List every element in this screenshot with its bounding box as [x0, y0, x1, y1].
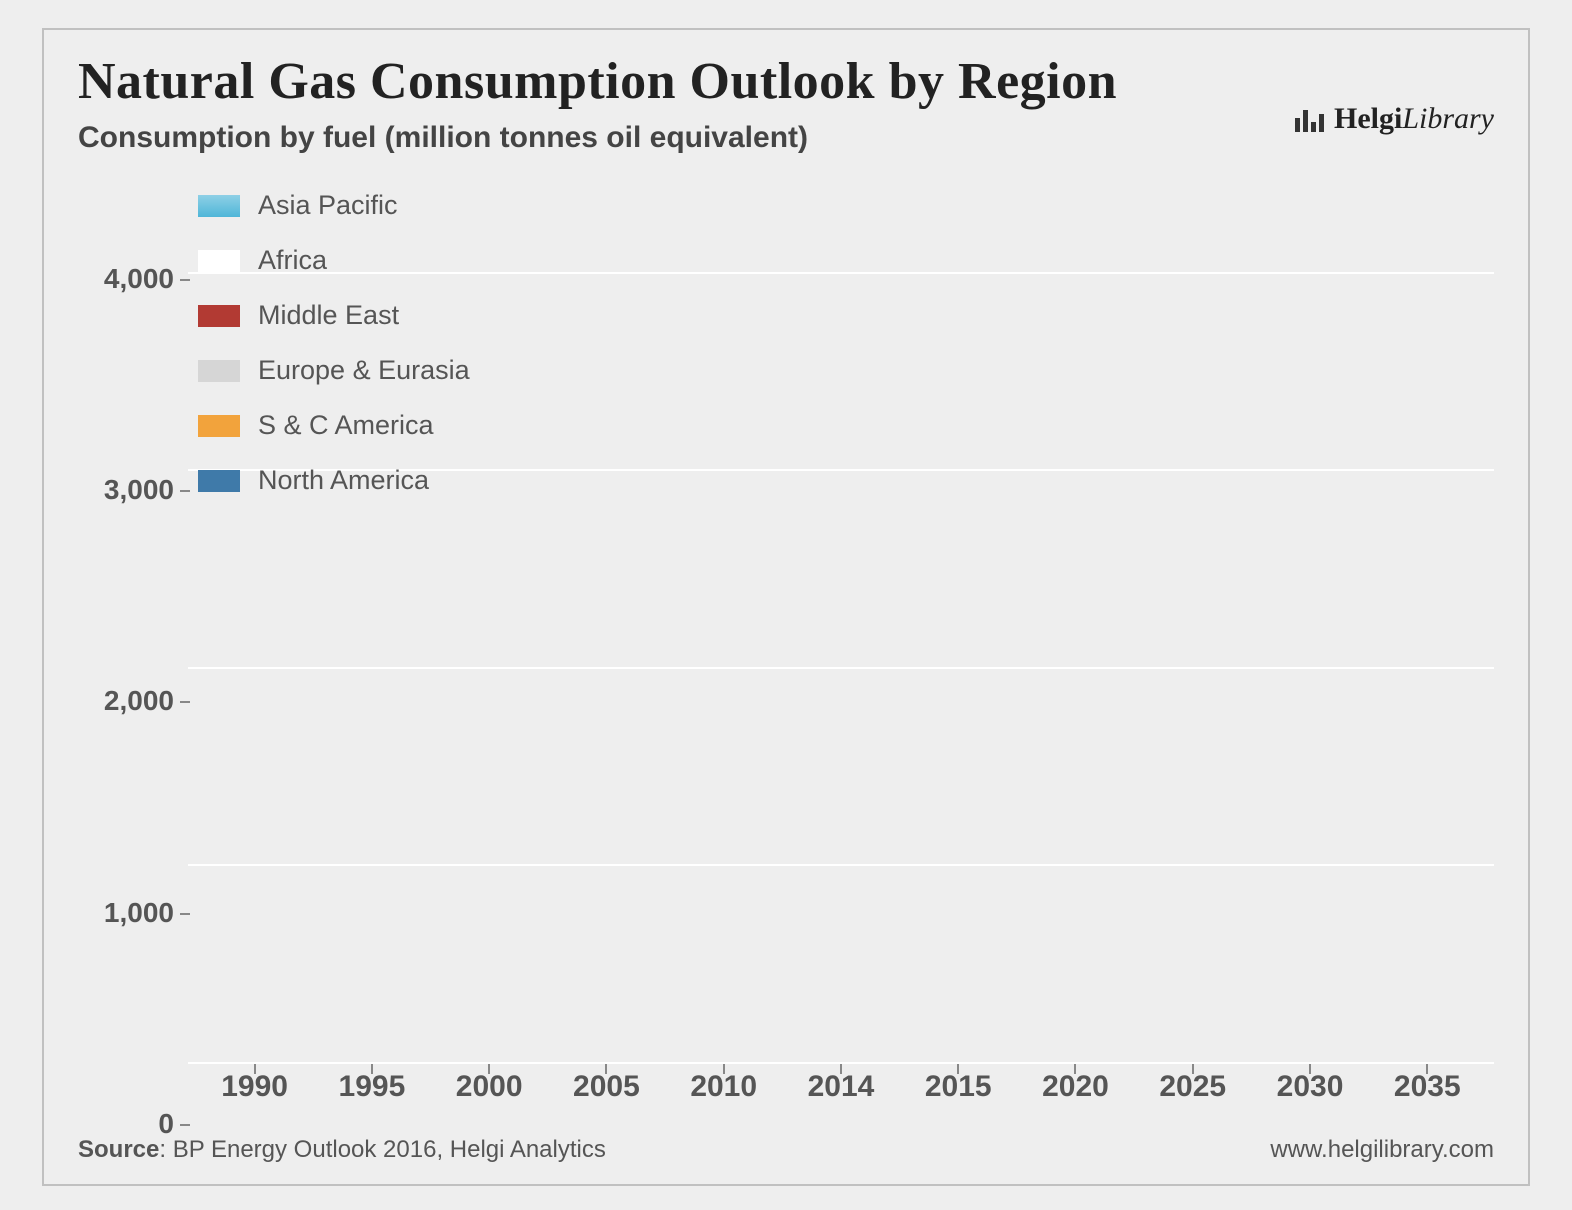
grid-line	[188, 1062, 1494, 1064]
x-tick-label: 2015	[900, 1070, 1017, 1104]
y-tick-label: 0	[158, 1108, 174, 1140]
brand-light: Library	[1402, 102, 1494, 135]
y-tick-label: 2,000	[104, 685, 174, 717]
bars-logo-icon	[1293, 106, 1326, 132]
y-axis: 01,0002,0003,0004,000	[78, 173, 188, 1124]
x-tick-label: 2035	[1369, 1070, 1486, 1104]
x-tick-label: 2005	[548, 1070, 665, 1104]
y-tick-label: 4,000	[104, 263, 174, 295]
y-tick-label: 1,000	[104, 897, 174, 929]
footer-url: www.helgilibrary.com	[1270, 1136, 1494, 1164]
legend-swatch	[198, 470, 240, 492]
source-text: : BP Energy Outlook 2016, Helgi Analytic…	[159, 1136, 605, 1163]
y-tick	[180, 1124, 190, 1126]
legend-label: Africa	[258, 245, 327, 276]
legend-label: Middle East	[258, 300, 399, 331]
header: Natural Gas Consumption Outlook by Regio…	[78, 52, 1494, 155]
grid-line	[188, 667, 1494, 669]
legend-swatch	[198, 305, 240, 327]
legend-swatch	[198, 415, 240, 437]
x-tick-label: 1995	[313, 1070, 430, 1104]
legend-swatch	[198, 195, 240, 217]
x-tick-label: 2025	[1134, 1070, 1251, 1104]
legend-item-middle-east: Middle East	[198, 300, 470, 331]
brand-logo: HelgiLibrary	[1293, 102, 1494, 136]
legend-item-sc-america: S & C America	[198, 410, 470, 441]
brand-bold: Helgi	[1334, 102, 1402, 135]
legend-label: North America	[258, 465, 429, 496]
legend-swatch	[198, 360, 240, 382]
x-tick-label: 2020	[1017, 1070, 1134, 1104]
x-tick-label: 2000	[431, 1070, 548, 1104]
legend-item-north-america: North America	[198, 465, 470, 496]
chart-frame: Natural Gas Consumption Outlook by Regio…	[42, 28, 1530, 1186]
x-tick-label: 2014	[782, 1070, 899, 1104]
y-tick-label: 3,000	[104, 474, 174, 506]
legend-swatch	[198, 250, 240, 272]
legend-label: Europe & Eurasia	[258, 355, 470, 386]
source-label: Source	[78, 1136, 159, 1163]
legend-label: S & C America	[258, 410, 434, 441]
chart-title: Natural Gas Consumption Outlook by Regio…	[78, 52, 1293, 111]
footer: Source: BP Energy Outlook 2016, Helgi An…	[78, 1124, 1494, 1164]
x-tick-label: 1990	[196, 1070, 313, 1104]
x-tick-label: 2010	[665, 1070, 782, 1104]
chart-subtitle: Consumption by fuel (million tonnes oil …	[78, 121, 1293, 155]
legend-item-asia-pacific: Asia Pacific	[198, 190, 470, 221]
legend: Asia Pacific Africa Middle East Europe & Eu…	[198, 190, 470, 496]
legend-item-africa: Africa	[198, 245, 470, 276]
grid-line	[188, 864, 1494, 866]
x-tick-label: 2030	[1251, 1070, 1368, 1104]
legend-label: Asia Pacific	[258, 190, 398, 221]
legend-item-europe-eurasia: Europe & Eurasia	[198, 355, 470, 386]
